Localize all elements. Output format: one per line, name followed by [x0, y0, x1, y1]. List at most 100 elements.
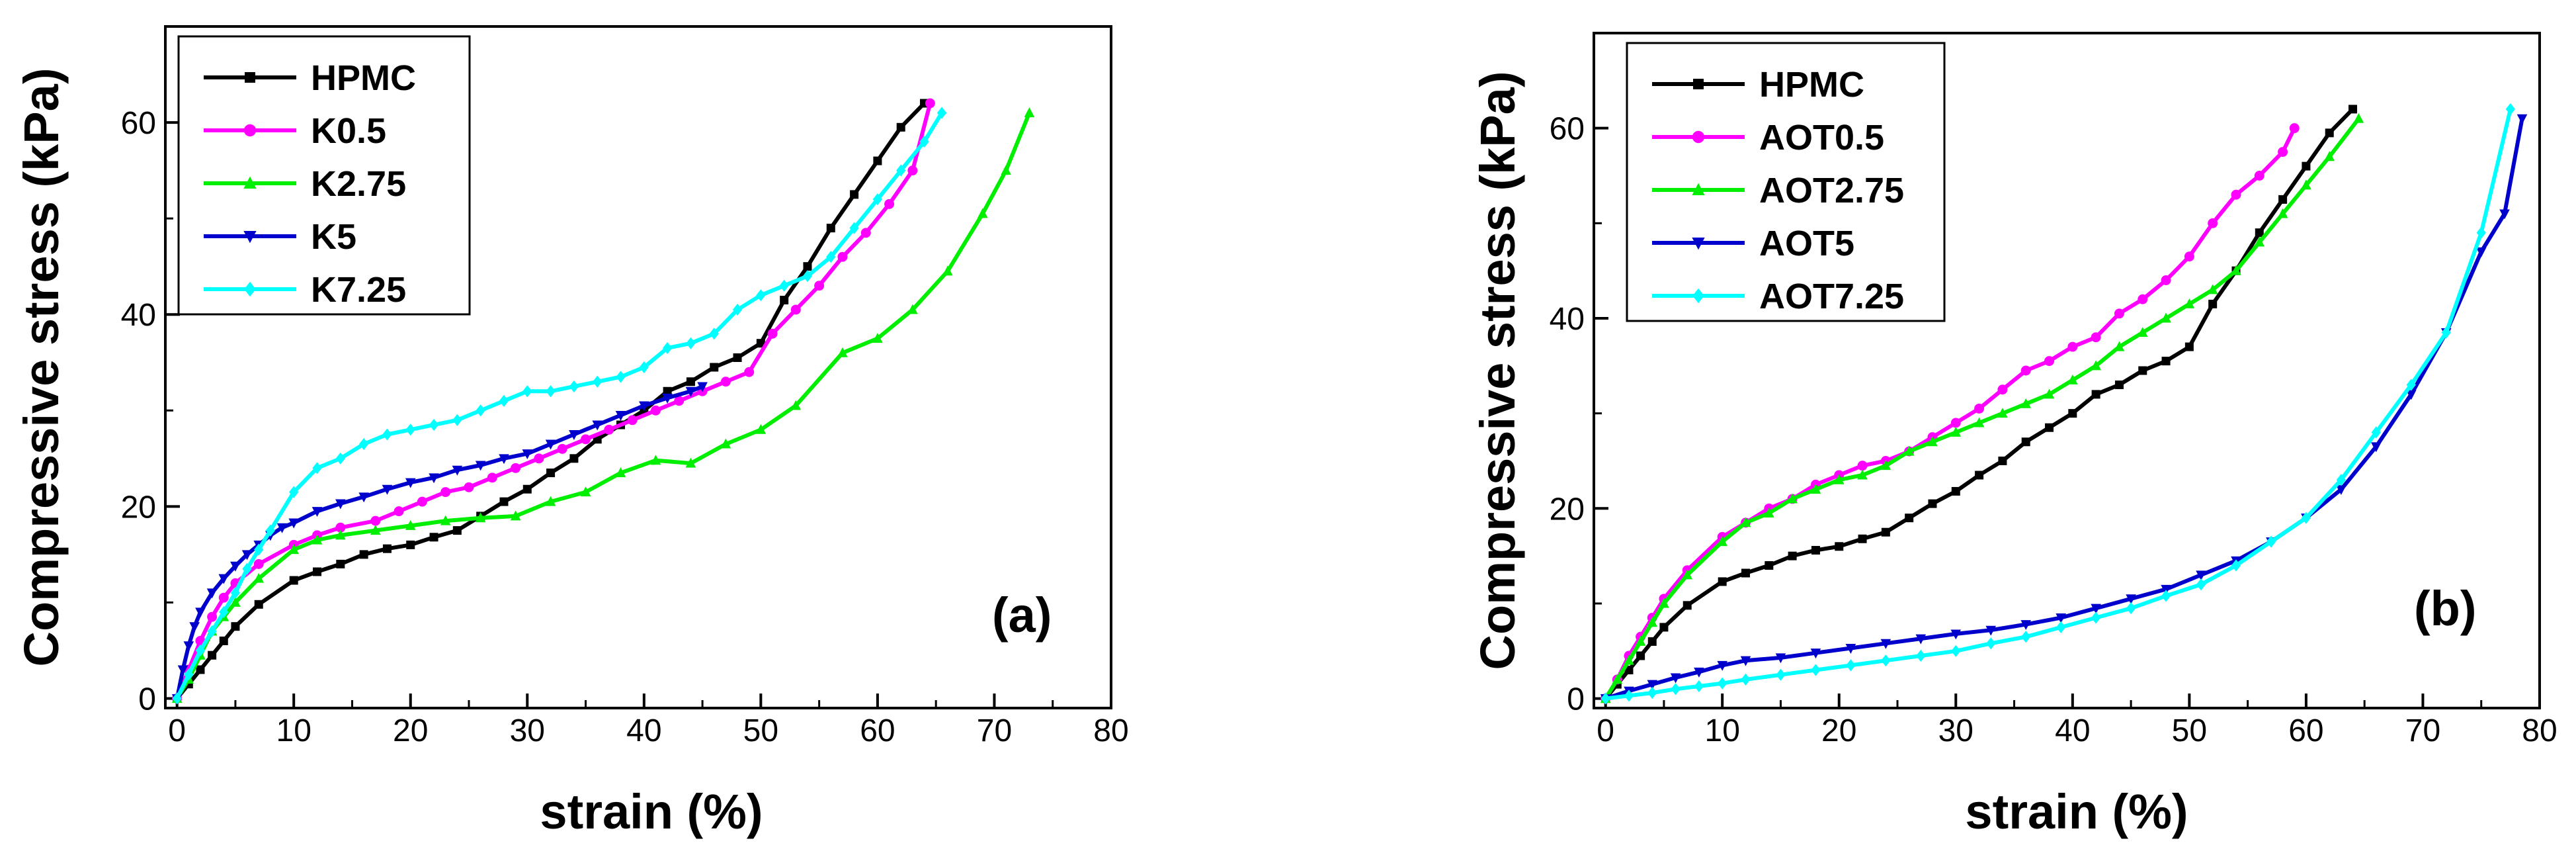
y-tick-label: 60	[121, 106, 156, 141]
data-point	[1718, 577, 1727, 586]
data-point	[2114, 341, 2125, 351]
data-point	[2255, 228, 2264, 238]
data-point	[219, 636, 228, 645]
data-point	[756, 339, 765, 348]
data-point	[487, 472, 497, 483]
data-point	[2161, 590, 2171, 602]
legend-label: K5	[311, 217, 356, 257]
data-point	[1682, 569, 1693, 580]
data-point	[2302, 161, 2311, 171]
data-point	[2475, 247, 2487, 257]
data-point	[2353, 112, 2364, 123]
data-point	[183, 641, 194, 652]
data-point	[405, 519, 416, 530]
data-point	[1997, 408, 2008, 418]
data-point	[860, 228, 871, 238]
data-point	[429, 473, 439, 484]
data-point	[1024, 107, 1035, 118]
data-point	[1810, 484, 1821, 494]
legend-swatch-marker	[243, 176, 257, 189]
data-point	[312, 534, 323, 545]
data-point	[1001, 165, 1011, 175]
legend-swatch-marker	[243, 124, 257, 137]
data-point	[1950, 418, 1961, 428]
data-point	[230, 596, 241, 607]
data-point	[207, 611, 218, 622]
data-point	[2231, 265, 2241, 275]
data-point	[289, 576, 298, 585]
data-point	[1624, 666, 1634, 675]
x-tick-label: 20	[1821, 713, 1856, 748]
data-point	[1857, 461, 1868, 471]
legend-entry: K7.25	[204, 270, 406, 310]
y-tick-label: 20	[1550, 492, 1585, 527]
data-point	[674, 396, 685, 406]
data-point	[2056, 613, 2066, 623]
x-tick-label: 0	[168, 713, 186, 748]
data-point	[2516, 114, 2528, 124]
data-point	[826, 251, 836, 263]
data-point	[744, 367, 755, 377]
data-point	[358, 492, 369, 503]
data-point	[1951, 486, 1960, 496]
data-point	[2067, 374, 2078, 384]
data-point	[1776, 668, 1786, 681]
data-point	[1810, 649, 1821, 659]
data-point	[1740, 517, 1751, 527]
data-point	[2406, 379, 2416, 391]
data-point	[732, 303, 743, 316]
series-k7-25	[172, 107, 947, 705]
ticks: 0 10 20 30 40 50 60 70 80 0 20 40 60	[1550, 32, 2557, 748]
data-point	[206, 588, 218, 599]
data-point	[394, 506, 404, 517]
data-point	[475, 461, 486, 471]
data-point	[1881, 527, 1890, 537]
data-point	[545, 439, 556, 450]
legend-box	[177, 35, 471, 316]
data-point	[1670, 673, 1681, 684]
legend-swatch-marker	[1692, 288, 1704, 304]
legend-swatch-marker	[1692, 130, 1705, 144]
data-point	[884, 199, 895, 209]
data-point	[569, 380, 579, 393]
data-point	[627, 415, 638, 426]
data-point	[580, 486, 591, 497]
data-point	[2091, 332, 2101, 343]
panel-label: (a)	[992, 588, 1052, 643]
data-point	[569, 430, 579, 440]
data-point	[2138, 294, 2148, 304]
x-tick-label: 50	[2172, 713, 2207, 748]
data-point	[604, 424, 614, 435]
data-point	[2091, 390, 2100, 399]
data-point	[615, 467, 626, 478]
y-axis-title: Compressive stress (kPa)	[14, 68, 69, 667]
data-point	[1985, 625, 1997, 636]
data-point	[289, 486, 299, 498]
data-point	[581, 434, 591, 445]
x-tick-label: 40	[626, 713, 661, 748]
data-point	[1858, 534, 1867, 543]
data-point	[1833, 474, 1845, 484]
legend-label: AOT2.75	[1759, 171, 1904, 210]
data-point	[615, 411, 626, 421]
data-point	[720, 377, 731, 387]
data-point	[452, 414, 462, 426]
y-tick-label: 40	[1550, 302, 1585, 337]
data-point	[872, 333, 883, 343]
data-point	[1671, 683, 1681, 695]
data-point	[172, 692, 182, 705]
data-point	[1718, 677, 1727, 690]
data-point	[2301, 512, 2311, 524]
data-point	[2196, 578, 2206, 591]
data-point	[499, 454, 509, 465]
data-point	[2231, 189, 2241, 200]
x-tick-label: 30	[1938, 713, 1974, 748]
data-point	[1612, 674, 1623, 684]
data-point	[1915, 634, 1927, 645]
data-point	[522, 385, 532, 398]
data-point	[686, 337, 696, 349]
data-point	[907, 304, 918, 314]
x-tick-label: 30	[510, 713, 545, 748]
legend-entry: HPMC	[204, 58, 416, 98]
